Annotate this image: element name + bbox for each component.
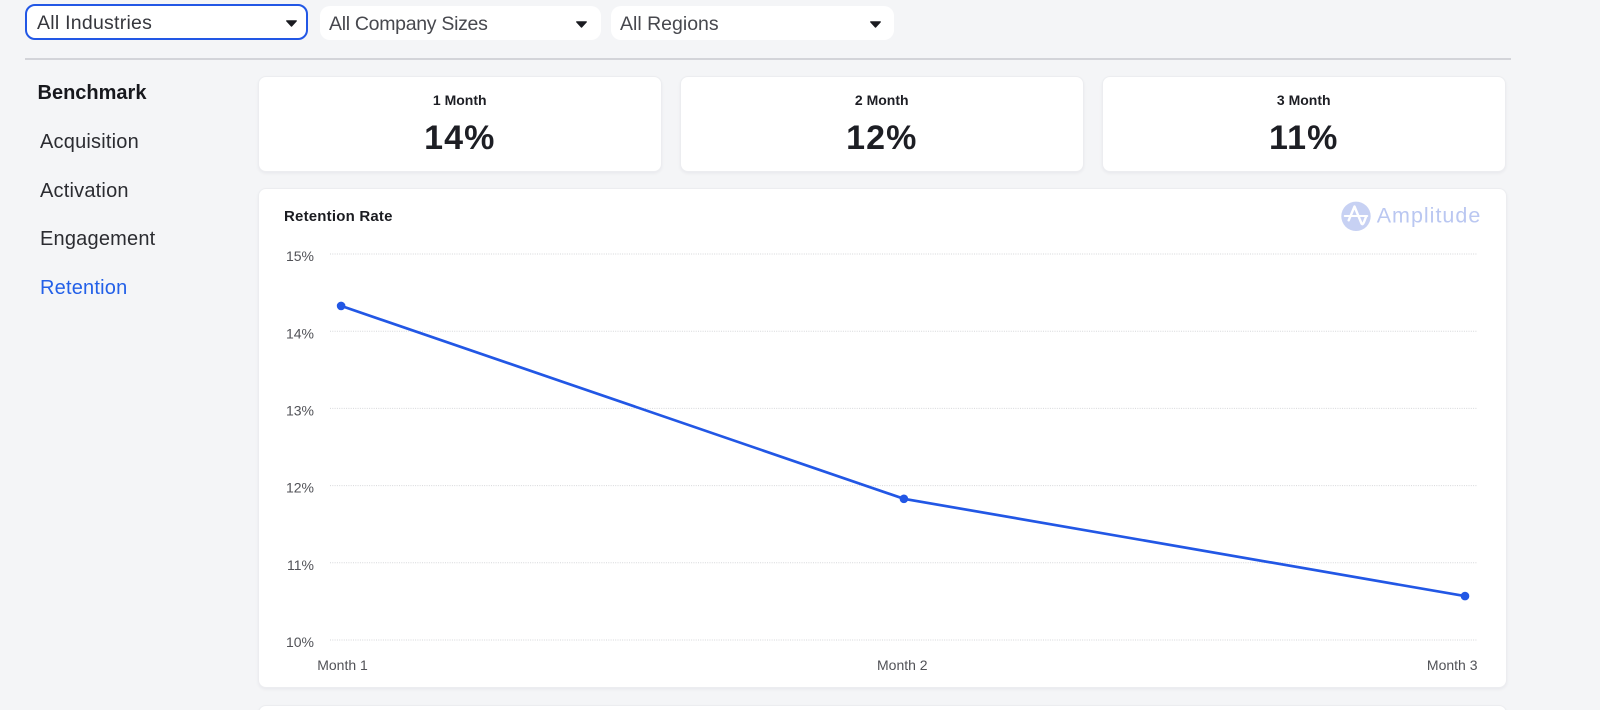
svg-text:10%: 10% (285, 634, 313, 650)
svg-text:11%: 11% (287, 557, 314, 573)
svg-text:Month 3: Month 3 (1426, 657, 1477, 673)
svg-text:Month 1: Month 1 (317, 657, 368, 673)
svg-text:13%: 13% (285, 403, 313, 419)
svg-text:14%: 14% (285, 325, 313, 341)
svg-text:12%: 12% (285, 480, 313, 496)
svg-text:Amplitude: Amplitude (1376, 204, 1481, 228)
svg-text:15%: 15% (285, 248, 313, 264)
svg-text:Month 2: Month 2 (877, 657, 928, 673)
